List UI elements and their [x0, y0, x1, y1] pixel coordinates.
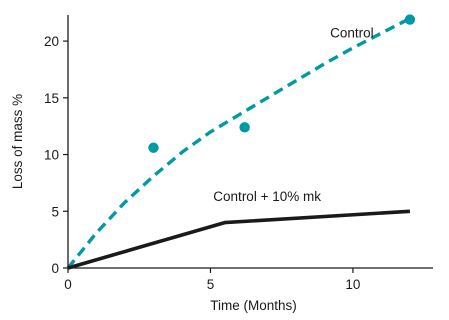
y-tick-label: 5: [51, 204, 59, 219]
x-tick-label: 0: [64, 277, 72, 292]
data-point: [404, 14, 416, 25]
series-label-control-10-mk: Control + 10% mk: [213, 189, 321, 204]
x-tick-label: 10: [345, 277, 360, 292]
data-point: [148, 142, 159, 153]
series-line-control: [66, 16, 411, 270]
plot-area: [66, 14, 416, 270]
x-axis-title: Time (Months): [210, 298, 297, 313]
ticks: 0 5 10 15 20 0 5 10: [44, 34, 360, 292]
y-tick-label: 0: [51, 261, 59, 276]
y-tick-label: 20: [44, 34, 59, 49]
y-tick-label: 15: [44, 91, 59, 106]
x-tick-label: 5: [207, 277, 215, 292]
series-label-control: Control: [330, 26, 374, 41]
y-tick-label: 10: [44, 148, 59, 163]
data-point: [239, 122, 250, 133]
series-line-control-10-mk: [67, 209, 411, 270]
y-axis-title: Loss of mass %: [10, 94, 25, 189]
axes: [67, 15, 433, 269]
